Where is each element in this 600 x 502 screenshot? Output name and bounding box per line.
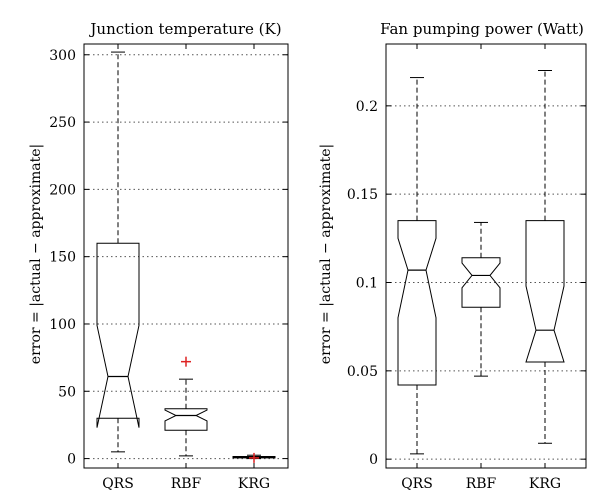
junction-temperature-panel: Junction temperature (K) error = |actual… (28, 20, 289, 492)
plot-frame (385, 43, 587, 469)
notched-box (232, 456, 276, 459)
y-tick-label: 250 (49, 115, 76, 131)
outlier-marker (249, 452, 259, 463)
x-tick-label: KRG (529, 476, 561, 492)
notched-box (461, 257, 501, 308)
y-tick-label: 0 (67, 452, 76, 468)
fan-pumping-power-panel: Fan pumping power (Watt) error = |actual… (318, 20, 587, 492)
y-tick-label: 150 (49, 250, 76, 266)
y-axis-label: error = |actual − approximate| (28, 144, 44, 364)
y-tick-label: 50 (58, 384, 76, 400)
chart-title: Junction temperature (K) (88, 20, 281, 38)
outlier-marker (181, 356, 191, 367)
x-tick-label: RBF (171, 476, 202, 492)
x-tick-label: QRS (102, 476, 134, 492)
y-tick-label: 200 (49, 182, 76, 198)
notched-box (164, 408, 208, 431)
notched-box (96, 242, 140, 428)
box-rbf (461, 221, 501, 377)
box-qrs (96, 51, 140, 453)
box-krg (525, 70, 565, 444)
x-tick-label: KRG (238, 476, 270, 492)
plot-frame (83, 43, 289, 469)
y-tick-label: 100 (49, 317, 76, 333)
chart-title: Fan pumping power (Watt) (380, 20, 584, 38)
y-tick-label: 0.1 (356, 276, 378, 292)
y-axis-label: error = |actual − approximate| (318, 144, 334, 364)
x-tick-label: QRS (401, 476, 433, 492)
notched-box (397, 220, 437, 386)
y-tick-label: 0.05 (347, 364, 378, 380)
y-tick-label: 0.15 (347, 187, 378, 203)
y-tick-label: 300 (49, 48, 76, 64)
notched-box (525, 220, 565, 363)
box-qrs (397, 77, 437, 455)
x-tick-label: RBF (466, 476, 497, 492)
y-tick-label: 0.2 (356, 99, 378, 115)
box-rbf (164, 356, 208, 457)
y-tick-label: 0 (369, 452, 378, 468)
box-krg (232, 452, 276, 463)
